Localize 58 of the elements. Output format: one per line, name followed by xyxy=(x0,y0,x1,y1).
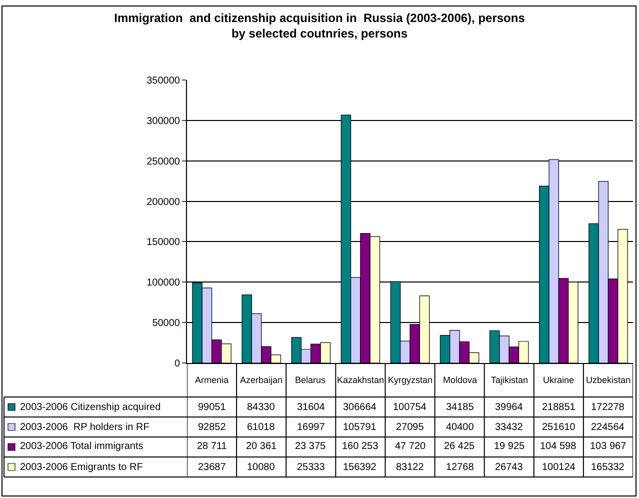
y-tick-label: 200000 xyxy=(146,196,180,208)
data-label: 16997 xyxy=(297,422,326,433)
legend-label: 2003-2006 Citizenship acquired xyxy=(20,402,161,413)
data-label: 156392 xyxy=(343,462,377,473)
data-label: 104 598 xyxy=(540,441,577,452)
data-label: 27095 xyxy=(396,422,424,433)
y-tick-label: 150000 xyxy=(146,237,180,248)
data-label: 165332 xyxy=(591,462,625,473)
y-tick-label: 100000 xyxy=(146,278,180,289)
y-tick-label: 300000 xyxy=(146,116,180,127)
y-tick-label: 50000 xyxy=(152,318,180,330)
data-label: 31604 xyxy=(297,402,326,413)
x-tick-label: Kazakhstan xyxy=(337,375,384,385)
data-label: 84330 xyxy=(247,402,276,413)
legend-label: 2003-2006 Emigrants to RF xyxy=(20,462,143,473)
data-label: 28 711 xyxy=(197,441,228,452)
data-label: 19 925 xyxy=(494,441,526,452)
data-label: 25333 xyxy=(297,462,326,473)
data-label: 105791 xyxy=(343,422,377,433)
data-label: 40400 xyxy=(446,422,474,433)
x-tick-label: Kyrgyzstan xyxy=(388,375,433,385)
chart-title: Immigration and citizenship acquisition in Russia (2003-2006), persons by selected coutnries, persons xyxy=(114,11,526,41)
data-label: 306664 xyxy=(343,402,377,413)
data-label: 10080 xyxy=(247,462,276,473)
data-label: 34185 xyxy=(446,402,474,413)
data-label: 92852 xyxy=(198,422,226,433)
data-label: 61018 xyxy=(247,422,276,433)
data-label: 218851 xyxy=(542,402,576,413)
data-label: 33432 xyxy=(495,422,524,433)
data-label: 103 967 xyxy=(590,441,627,452)
y-tick-label: 250000 xyxy=(146,156,180,168)
x-tick-label: Uzbekistan xyxy=(586,375,631,385)
data-label: 100754 xyxy=(393,402,427,413)
data-label: 39964 xyxy=(495,402,524,413)
data-label: 23687 xyxy=(198,462,226,473)
data-label: 224564 xyxy=(591,422,625,433)
data-label: 251610 xyxy=(542,422,576,433)
data-label: 99051 xyxy=(198,402,226,413)
x-tick-label: Ukraine xyxy=(543,375,574,385)
legend-label: 2003-2006 RP holders in RF xyxy=(20,422,150,433)
data-label: 23 375 xyxy=(295,441,326,452)
data-label: 12768 xyxy=(446,462,474,473)
x-tick-label: Belarus xyxy=(295,375,326,385)
y-tick-label: 0 xyxy=(174,358,180,370)
data-label: 20 361 xyxy=(246,441,278,452)
data-label: 26 425 xyxy=(444,441,476,452)
x-tick-label: Armenia xyxy=(195,375,229,385)
x-tick-label: Azerbaijan xyxy=(240,375,283,385)
x-tick-label: Moldova xyxy=(443,375,478,385)
legend-label: 2003-2006 Total immigrants xyxy=(20,441,144,452)
data-label: 100124 xyxy=(542,462,576,473)
data-label: 26743 xyxy=(495,462,524,473)
data-label: 160 253 xyxy=(342,441,379,452)
x-tick-label: Tajikistan xyxy=(491,375,528,385)
y-tick-label: 350000 xyxy=(146,76,180,86)
data-label: 83122 xyxy=(396,462,424,473)
data-label: 47 720 xyxy=(395,441,426,452)
data-label: 172278 xyxy=(591,402,625,413)
